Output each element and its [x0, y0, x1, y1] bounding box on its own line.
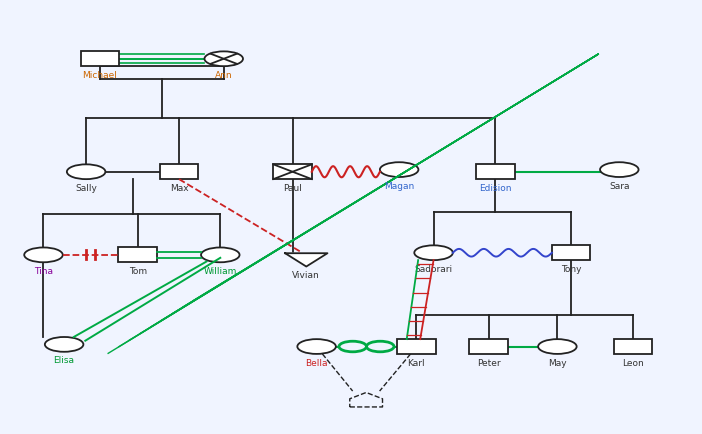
Text: Tony: Tony: [561, 264, 581, 273]
Bar: [614, 339, 652, 354]
Bar: [552, 246, 590, 260]
Ellipse shape: [24, 248, 62, 263]
Text: Magan: Magan: [384, 181, 414, 190]
Text: Paul: Paul: [283, 184, 302, 192]
Bar: [273, 165, 312, 180]
Ellipse shape: [204, 52, 243, 67]
Polygon shape: [285, 253, 327, 267]
Text: Sally: Sally: [75, 184, 97, 192]
Ellipse shape: [201, 248, 239, 263]
Text: Ann: Ann: [215, 71, 232, 80]
Ellipse shape: [414, 246, 453, 260]
Text: Leon: Leon: [622, 358, 644, 367]
Ellipse shape: [600, 163, 639, 178]
Text: Sadorari: Sadorari: [414, 264, 453, 273]
Text: Sara: Sara: [609, 181, 630, 190]
Text: Peter: Peter: [477, 358, 501, 367]
Ellipse shape: [45, 337, 84, 352]
Text: Karl: Karl: [408, 358, 425, 367]
Bar: [470, 339, 508, 354]
Bar: [476, 165, 515, 180]
Ellipse shape: [298, 339, 336, 354]
Text: Tom: Tom: [128, 266, 147, 275]
Text: William: William: [204, 266, 237, 275]
Bar: [397, 339, 436, 354]
Ellipse shape: [538, 339, 576, 354]
Bar: [81, 52, 119, 67]
Text: May: May: [548, 358, 567, 367]
Ellipse shape: [67, 165, 105, 180]
Text: Edision: Edision: [479, 184, 512, 192]
Bar: [119, 248, 157, 263]
Text: Bella: Bella: [305, 358, 328, 367]
Text: Elisa: Elisa: [53, 356, 74, 365]
Text: Tina: Tina: [34, 266, 53, 275]
Text: Vivian: Vivian: [293, 271, 320, 279]
Ellipse shape: [380, 163, 418, 178]
Text: Max: Max: [170, 184, 188, 192]
Text: Michael: Michael: [82, 71, 117, 80]
Bar: [160, 165, 198, 180]
